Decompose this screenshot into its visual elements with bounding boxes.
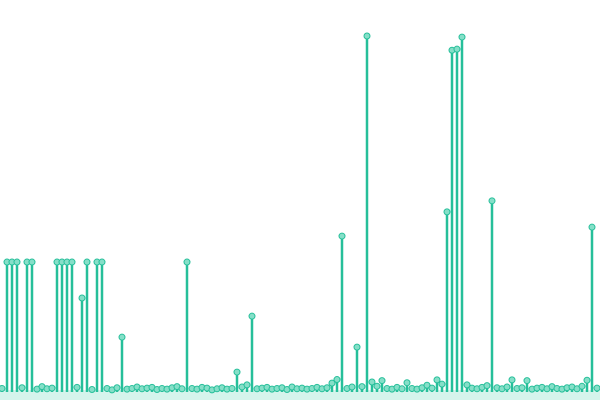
dot [488, 197, 496, 205]
dot [348, 383, 356, 391]
dot [398, 385, 406, 393]
dot [453, 45, 461, 53]
dot [118, 333, 126, 341]
dot [323, 384, 331, 392]
dot [0, 384, 6, 392]
dot [183, 258, 191, 266]
dot [243, 381, 251, 389]
dot [438, 380, 446, 388]
dot [508, 376, 516, 384]
dot [18, 384, 26, 392]
dot [518, 384, 526, 392]
dot [483, 382, 491, 390]
baseline-band [0, 390, 600, 400]
dot [358, 383, 366, 391]
dot [68, 258, 76, 266]
dot [588, 223, 596, 231]
dot [88, 386, 96, 394]
dot [433, 376, 441, 384]
dot [428, 384, 436, 392]
dot [333, 376, 341, 384]
dot [463, 381, 471, 389]
dot [233, 368, 241, 376]
dot [458, 33, 466, 41]
dot [403, 379, 411, 387]
dot [98, 258, 106, 266]
dot [363, 32, 371, 40]
dot [503, 383, 511, 391]
dot [73, 383, 81, 391]
dot [178, 385, 186, 393]
dot [353, 343, 361, 351]
dot [593, 384, 600, 392]
dot [228, 384, 236, 392]
dot [443, 208, 451, 216]
dot [248, 312, 256, 320]
dot [28, 258, 36, 266]
dot [523, 377, 531, 385]
dot [328, 379, 336, 387]
dot [583, 376, 591, 384]
dot [378, 377, 386, 385]
dot [113, 384, 121, 392]
dot [578, 382, 586, 390]
dot [373, 382, 381, 390]
dot [78, 294, 86, 302]
dot [368, 378, 376, 386]
dot [48, 384, 56, 392]
dot [338, 232, 346, 240]
dot [83, 258, 91, 266]
dot [13, 258, 21, 266]
